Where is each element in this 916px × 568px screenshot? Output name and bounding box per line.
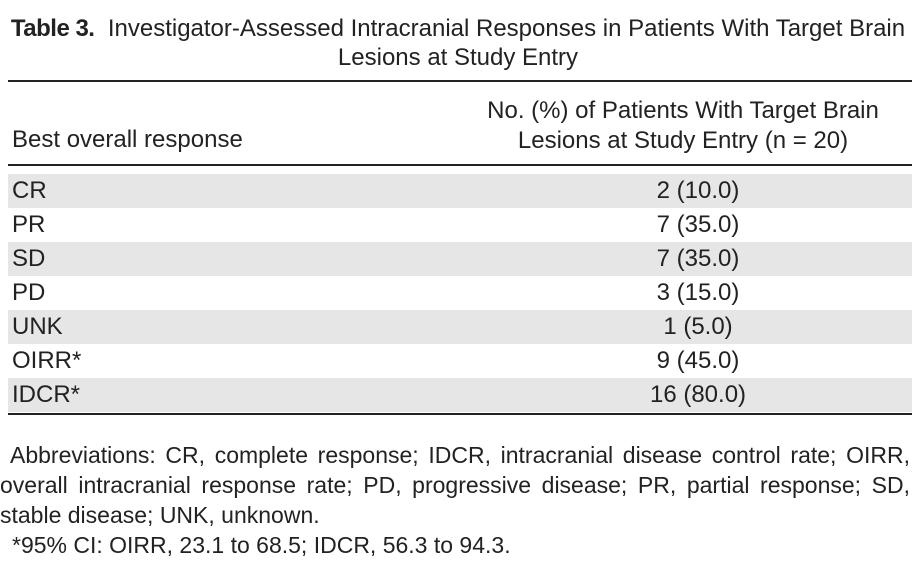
row-label: UNK	[12, 313, 63, 340]
table-row: CR 2 (10.0)	[8, 174, 912, 208]
row-label: SD	[12, 245, 46, 272]
row-label: IDCR*	[12, 381, 81, 408]
rule	[8, 80, 912, 82]
row-value: 3 (15.0)	[656, 279, 740, 306]
footnote: Abbreviations: CR, complete response; ID…	[0, 442, 910, 528]
table-row: SD 7 (35.0)	[8, 242, 912, 276]
rule	[8, 413, 912, 415]
row-label: OIRR*	[12, 347, 82, 374]
column-header: No. (%) of Patients With Target Brain Le…	[487, 97, 879, 154]
table-row: IDCR* 16 (80.0)	[8, 378, 912, 412]
column-header: Best overall response	[12, 126, 243, 153]
table-title-text: Investigator-Assessed Intracranial Respo…	[107, 15, 906, 71]
row-value: 7 (35.0)	[656, 245, 740, 272]
row-value: 9 (45.0)	[656, 347, 740, 374]
row-label: PD	[12, 279, 46, 306]
table-row: PR 7 (35.0)	[8, 208, 912, 242]
row-label: PR	[12, 211, 46, 238]
row-value: 2 (10.0)	[656, 177, 740, 204]
rule	[8, 164, 912, 166]
row-value: 16 (80.0)	[649, 381, 747, 408]
table-row: PD 3 (15.0)	[8, 276, 912, 310]
footnote: *95% CI: OIRR, 23.1 to 68.5; IDCR, 56.3 …	[12, 532, 511, 558]
table-row: OIRR* 9 (45.0)	[8, 344, 912, 378]
table-row: UNK 1 (5.0)	[8, 310, 912, 344]
row-value: 1 (5.0)	[663, 313, 733, 340]
table-title: Table 3. Investigator-Assessed Intracran…	[0, 14, 916, 72]
row-value: 7 (35.0)	[656, 211, 740, 238]
table-label: Table 3.	[10, 15, 95, 42]
row-label: CR	[12, 177, 47, 204]
